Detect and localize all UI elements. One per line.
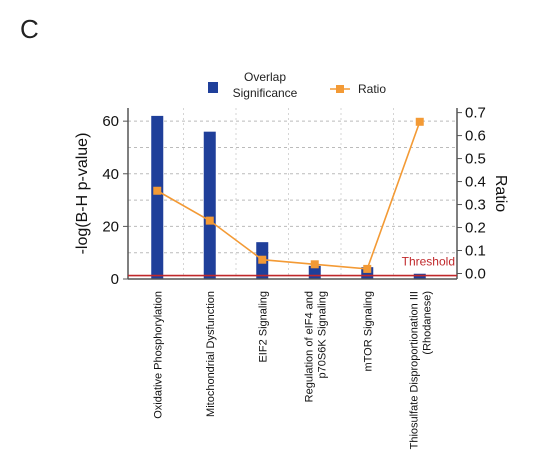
ratio-point bbox=[258, 255, 267, 264]
y-axis-title: -log(B-H p-value) bbox=[74, 133, 91, 255]
category-label-group: mTOR Signaling bbox=[362, 291, 374, 372]
ratio-point bbox=[363, 264, 372, 273]
legend-label: Significance bbox=[233, 86, 298, 100]
labels: 0 20 40 60 0.0 0.1 0.2 0.3 0.4 0.5 0.6 0.7 -log(B-H … bbox=[74, 105, 509, 450]
bar bbox=[203, 131, 216, 279]
panel-letter: C bbox=[20, 14, 39, 44]
category-label: mTOR Signaling bbox=[362, 291, 374, 372]
y2-tick-label: 0.5 bbox=[465, 151, 486, 168]
bars bbox=[151, 115, 426, 280]
category-label-group: Oxidative Phosphorylation bbox=[152, 291, 164, 419]
axes bbox=[123, 108, 462, 280]
legend-label: Overlap bbox=[244, 70, 286, 84]
category-label: EIF2 Signaling bbox=[257, 291, 269, 363]
legend-bar-swatch bbox=[208, 82, 218, 93]
category-label: (Rhodanese) bbox=[421, 291, 433, 355]
y2-tick-label: 0.3 bbox=[465, 197, 486, 214]
category-label-group: Thiosulfate Disproportionation III (Rhoda… bbox=[408, 291, 433, 449]
ratio-series bbox=[153, 117, 424, 273]
category-label: Thiosulfate Disproportionation III bbox=[408, 291, 420, 449]
category-label: p70S6K Signaling bbox=[316, 291, 328, 378]
category-label-group: Mitochondrial Dysfunction bbox=[205, 291, 217, 417]
y2-tick-label: 0.1 bbox=[465, 243, 486, 260]
y2-tick-label: 0.7 bbox=[465, 105, 486, 122]
bar bbox=[151, 115, 164, 280]
y-tick-label: 60 bbox=[102, 113, 119, 130]
y2-tick-label: 0.0 bbox=[465, 266, 486, 283]
category-label-group: EIF2 Signaling bbox=[257, 291, 269, 363]
ratio-point bbox=[415, 117, 424, 126]
y2-tick-label: 0.2 bbox=[465, 220, 486, 237]
ratio-point bbox=[310, 260, 319, 269]
y2-tick-label: 0.6 bbox=[465, 128, 486, 145]
threshold: Threshold bbox=[128, 255, 457, 277]
y-tick-label: 20 bbox=[102, 218, 119, 235]
ratio-point bbox=[153, 186, 162, 195]
grid bbox=[128, 108, 457, 279]
threshold-label: Threshold bbox=[402, 255, 455, 269]
y2-axis-title: Ratio bbox=[492, 175, 509, 212]
ratio-point bbox=[205, 216, 214, 225]
y-tick-label: 40 bbox=[102, 166, 119, 183]
category-label: Oxidative Phosphorylation bbox=[152, 291, 164, 419]
y2-tick-label: 0.4 bbox=[465, 174, 486, 191]
legend: Overlap Significance Ratio bbox=[208, 70, 386, 100]
legend-label: Ratio bbox=[358, 82, 386, 96]
ratio-line bbox=[156, 121, 421, 270]
bar bbox=[361, 267, 374, 279]
category-label-group: Regulation of eIF4 and p70S6K Signaling bbox=[303, 291, 328, 402]
category-label: Mitochondrial Dysfunction bbox=[205, 291, 217, 417]
category-label: Regulation of eIF4 and bbox=[303, 291, 315, 402]
y-tick-label: 0 bbox=[111, 271, 119, 288]
legend-line-marker bbox=[336, 85, 344, 93]
